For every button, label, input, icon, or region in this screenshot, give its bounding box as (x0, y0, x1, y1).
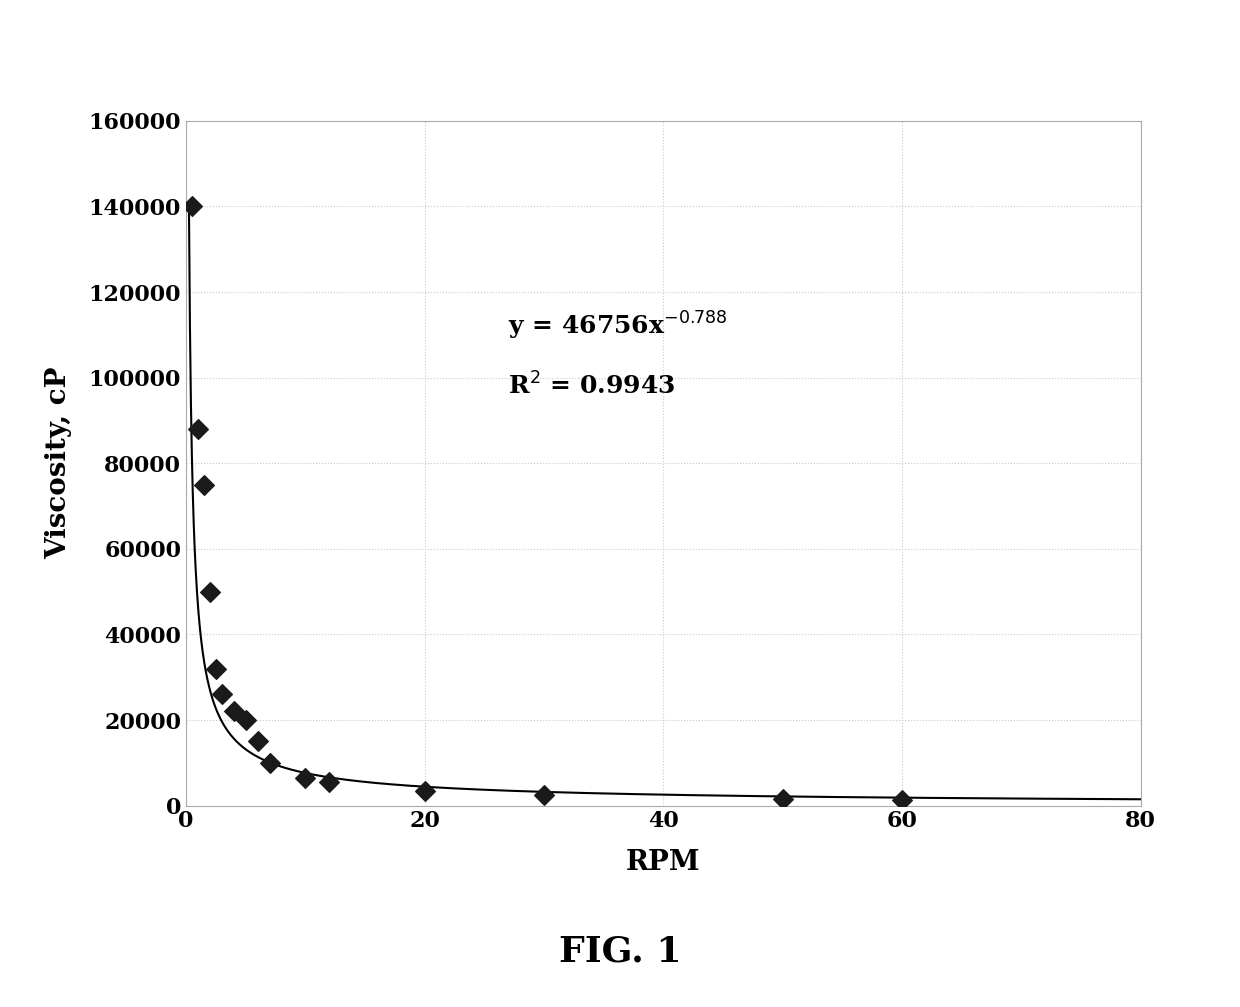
Point (193, 476, 213, 492)
Point (248, 733, 268, 749)
Point (223, 703, 243, 719)
Point (414, 782, 435, 799)
Point (534, 786, 554, 803)
Point (320, 774, 340, 790)
Point (773, 792, 792, 808)
Y-axis label: Viscosity, cP: Viscosity, cP (45, 367, 72, 560)
Point (259, 755, 279, 771)
Point (188, 421, 208, 437)
Point (893, 793, 913, 809)
Text: R$^2$ = 0.9943: R$^2$ = 0.9943 (508, 373, 676, 400)
Point (212, 687, 232, 703)
Point (182, 198, 202, 214)
Point (236, 712, 255, 728)
Text: y = 46756x$^{-0.788}$: y = 46756x$^{-0.788}$ (508, 310, 728, 342)
Point (206, 661, 226, 677)
X-axis label: RPM: RPM (626, 849, 701, 876)
Text: FIG. 1: FIG. 1 (559, 934, 681, 969)
Point (295, 769, 315, 785)
Point (200, 583, 219, 599)
